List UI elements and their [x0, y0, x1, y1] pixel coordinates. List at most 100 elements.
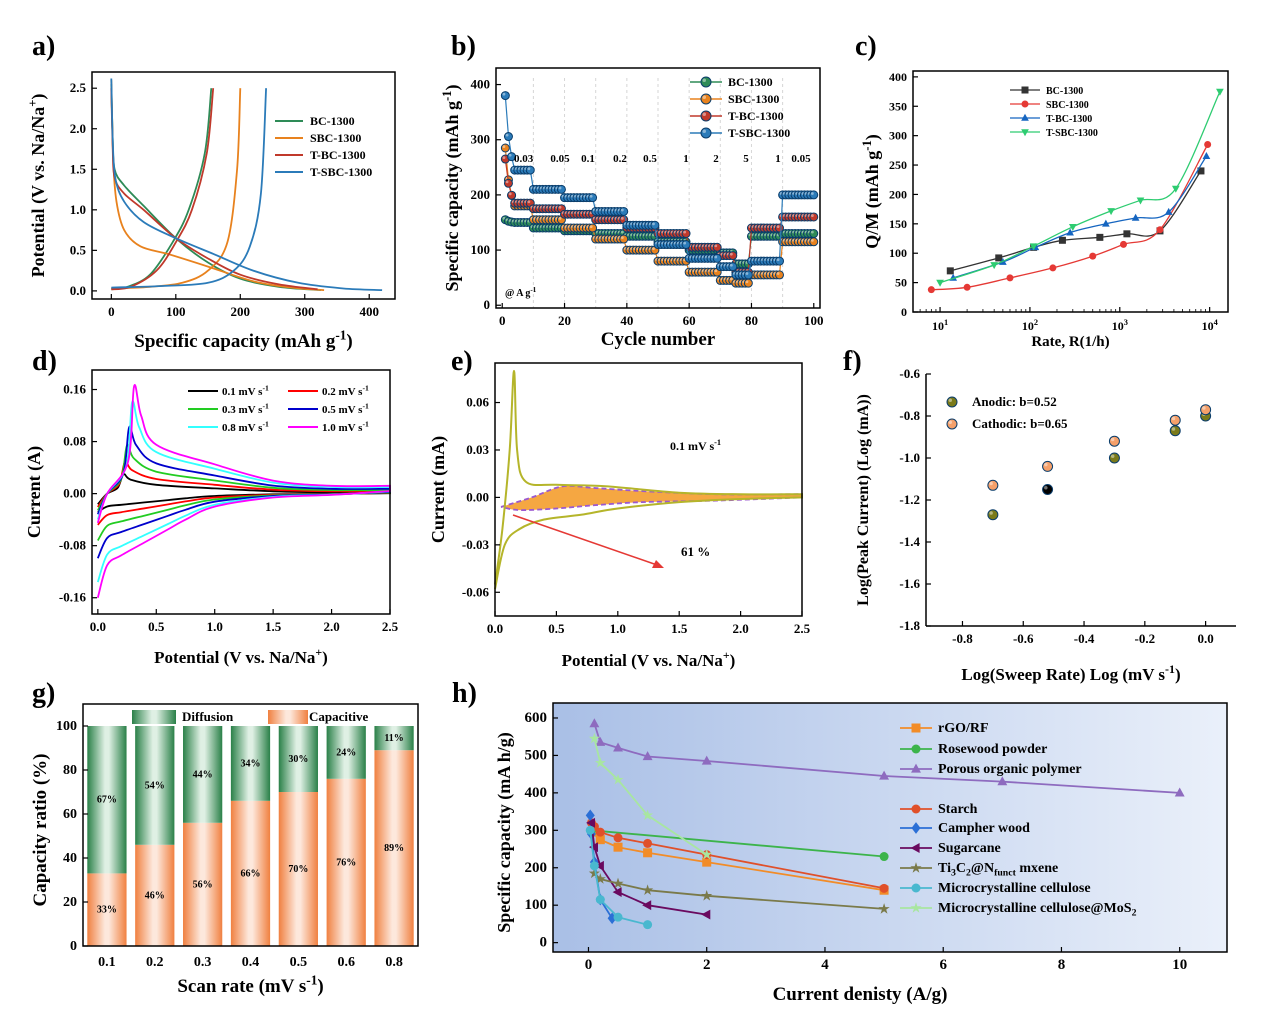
y-tick-label: 0.03: [466, 442, 489, 457]
x-tick-label: 0.6: [337, 955, 355, 970]
marker-highlight: [505, 133, 509, 137]
panel-label-f: f): [843, 346, 862, 377]
x-tick-label: 0.0: [487, 621, 503, 636]
x-tick-label: 2.0: [732, 621, 748, 636]
capacity-point: [607, 912, 617, 925]
label-part: Microcrystalline cellulose@MoS: [938, 901, 1132, 916]
label-part: -1: [440, 91, 454, 102]
label-part: ): [317, 976, 323, 997]
rate-point: [936, 279, 944, 287]
y-tick-label: -1.2: [899, 492, 920, 507]
y-tick-label: 0.5: [70, 242, 87, 257]
cycle-point: [588, 223, 598, 233]
rate-line-SBC-1300: [931, 144, 1209, 291]
y-tick-label: 400: [889, 70, 907, 84]
y-axis-title-f: Log(Peak Current) (Log (mA)): [855, 394, 872, 606]
label-part: funct: [994, 868, 1017, 879]
x-tick-label: 100: [804, 313, 824, 328]
rate-point: [1089, 252, 1097, 260]
cycle-point: [712, 242, 722, 252]
cycle-point: [503, 132, 513, 142]
y-tick-label: 0: [70, 939, 77, 954]
legend-label: Starch: [938, 802, 978, 817]
label-part: +: [723, 648, 730, 662]
capacity-point: [585, 825, 595, 835]
capacity-point: [613, 833, 623, 843]
capacity-point: [588, 867, 600, 879]
capacity-point: [701, 848, 713, 860]
label-part: 10: [1202, 319, 1214, 333]
y-tick-label: -1.8: [899, 618, 920, 633]
capacity-point: [879, 883, 889, 893]
diffusion-value-label: 44%: [193, 769, 213, 780]
marker-highlight: [810, 192, 814, 195]
x-tick-label: 10: [1172, 957, 1187, 973]
legend-label: SBC-1300: [728, 92, 779, 106]
legend-label: Rosewood powder: [938, 742, 1047, 757]
label-part: 0.2 mV s: [322, 386, 363, 398]
discharge-curve-SBC-1300: [110, 80, 325, 291]
legend-label: 0.8 mV s-1: [222, 420, 269, 434]
peak-point: [1108, 452, 1120, 464]
charge-curve-SBC-1300: [111, 88, 242, 290]
label-part: Potential (V vs. Na/Na: [28, 107, 49, 278]
y-tick-label: 600: [525, 710, 548, 726]
label-part: -1: [1165, 662, 1175, 676]
label-part: Specific capacity (mAh g: [442, 101, 463, 291]
legend-swatch-capacitive: [268, 710, 308, 724]
marker-highlight: [714, 255, 718, 259]
marker-highlight: [558, 186, 562, 190]
bar-capacitive: [183, 822, 223, 946]
arrow-head: [652, 560, 664, 568]
legend-label: 0.1 mV s-1: [222, 384, 269, 398]
capacity-point: [613, 842, 623, 852]
peak-point: [1200, 404, 1212, 416]
x-axis-title-b: Cycle number: [601, 329, 716, 350]
y-tick-label: 0.00: [466, 489, 489, 504]
marker-highlight: [729, 252, 733, 256]
capacity-point: [585, 809, 595, 822]
label-part: ): [28, 94, 49, 100]
cycle-point: [619, 206, 629, 216]
y-tick-label: -0.03: [462, 537, 490, 552]
axes-g: g) 33% 67% 0.1 46% 54% 0.2 56% 44% 0.3 66% 34% 0.4 70…: [30, 678, 419, 997]
y-tick-label: 300: [525, 822, 548, 838]
capacity-point: [1174, 787, 1185, 797]
legend-swatch-diffusion: [132, 710, 176, 724]
label-part: mxene: [1016, 861, 1058, 876]
diffusion-value-label: 34%: [241, 758, 261, 769]
bar-capacitive: [278, 792, 318, 946]
rate-point: [1049, 264, 1057, 272]
x-tick-label: -0.4: [1074, 631, 1095, 646]
legend-label: SBC-1300: [310, 131, 361, 145]
rate-point: [1068, 223, 1077, 231]
y-tick-label: 0.06: [466, 395, 489, 410]
marker-highlight: [1171, 427, 1176, 431]
legend-marker: [910, 862, 922, 873]
x-tick-label: 0.5: [290, 955, 308, 970]
capacity-point: [595, 736, 606, 746]
rate-point: [1120, 240, 1128, 248]
y-tick-label: 1.5: [70, 161, 87, 176]
y-tick-label: 400: [525, 785, 548, 801]
y-tick-label: -1.4: [899, 534, 920, 549]
capacity-point: [612, 773, 624, 785]
legend-marker: [1021, 100, 1029, 108]
capacity-point: [642, 900, 652, 911]
x-tick-label: 0: [499, 313, 506, 328]
cycle-point: [712, 253, 722, 263]
peak-point: [1169, 425, 1181, 437]
marker-highlight: [527, 167, 531, 171]
rate-point: [1202, 152, 1211, 160]
label-part: 1: [944, 318, 948, 327]
rate-point: [1216, 88, 1224, 96]
y-tick-label: 1.0: [70, 202, 86, 217]
marker-highlight: [652, 222, 655, 226]
y-axis-title-h: Specific capacity (mA h/g): [494, 732, 515, 932]
axes-a: a) BC-1300 SBC-1300 T-BC-1300 T-SBC-1300 0 100…: [26, 31, 396, 352]
y-tick-label: 100: [889, 246, 907, 260]
rate-point: [1136, 197, 1145, 205]
rate-point: [963, 283, 971, 291]
diffusion-value-label: 67%: [97, 795, 117, 806]
y-tick-label: 100: [471, 242, 491, 257]
